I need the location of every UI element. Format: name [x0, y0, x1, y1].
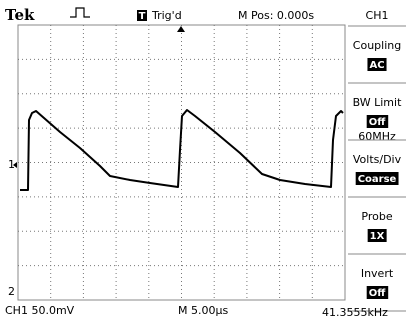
menu-extra: 60MHz — [358, 130, 396, 143]
menu-value: AC — [369, 60, 384, 71]
oscilloscope-screen: Tek T Trig'd M Pos: 0.000s CH1 1 2 Coupl… — [0, 0, 406, 320]
menu-label: Probe — [361, 210, 392, 223]
trigger-status: Trig'd — [151, 9, 182, 22]
menu-value: Off — [369, 117, 387, 128]
trigger-icon: T — [139, 11, 146, 22]
menu-channel: CH1 — [366, 9, 389, 22]
brand: Tek — [5, 6, 35, 24]
menu-label: Volts/Div — [353, 153, 402, 166]
menu-label: Invert — [361, 267, 394, 280]
menu-value: Coarse — [358, 174, 397, 185]
time-scale: M 5.00µs — [178, 304, 228, 317]
channel2-marker: 2 — [8, 285, 15, 298]
menu-label: Coupling — [353, 39, 401, 52]
menu-value: 1X — [370, 231, 385, 242]
position: M Pos: 0.000s — [238, 9, 314, 22]
menu-label: BW Limit — [353, 96, 402, 109]
channel-scale: CH1 50.0mV — [5, 304, 75, 317]
frequency: 41.3555kHz — [322, 306, 388, 319]
menu-value: Off — [369, 288, 387, 299]
